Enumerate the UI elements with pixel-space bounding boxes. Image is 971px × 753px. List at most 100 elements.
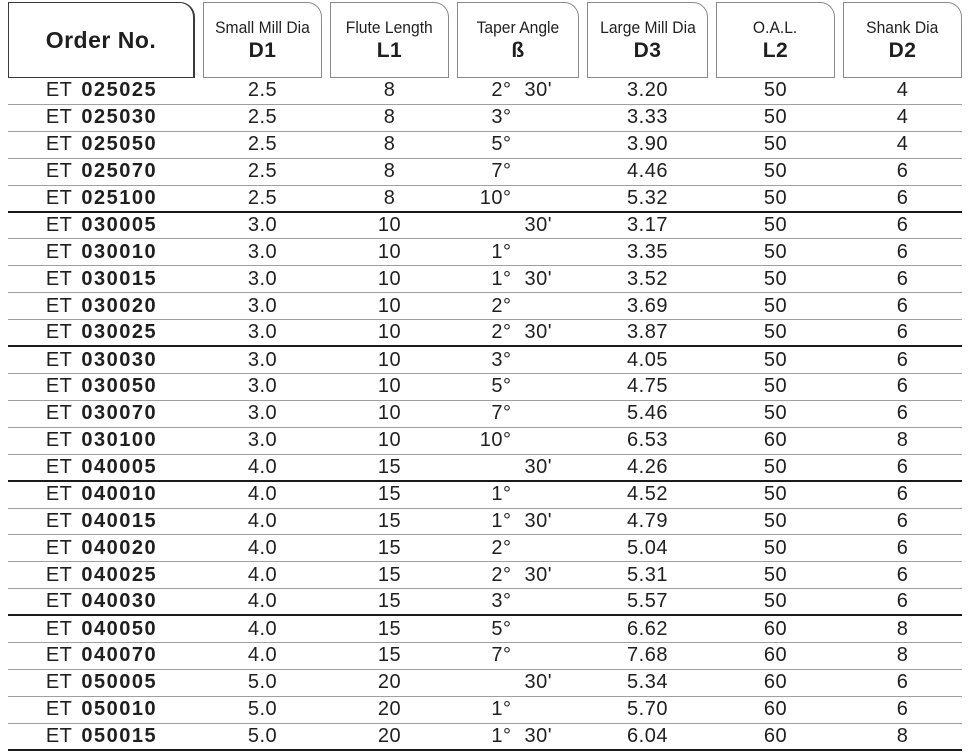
angle-cell: 1° 30' bbox=[457, 268, 579, 291]
angle-minutes bbox=[525, 644, 567, 667]
l1-cell: 10 bbox=[377, 213, 402, 236]
d3-cell: 5.57 bbox=[627, 590, 668, 613]
table-row: ET 030015 3.0 10 1° 30' 3.52 50 6 bbox=[8, 266, 962, 294]
l2-cell: 50 bbox=[763, 509, 788, 532]
header-d1-symbol: D1 bbox=[248, 38, 277, 62]
table-row: ET 040010 4.0 15 1° 4.52 50 6 bbox=[8, 482, 962, 509]
header-d3-symbol: D3 bbox=[633, 38, 662, 62]
l2-cell: 50 bbox=[763, 563, 788, 586]
l2-cell: 60 bbox=[763, 429, 788, 452]
d3-cell: 4.79 bbox=[627, 509, 668, 532]
angle-cell: 3° bbox=[457, 590, 579, 613]
table-row: ET 050010 5.0 20 1° 5.70 60 6 bbox=[8, 697, 962, 724]
header-d2-symbol: D2 bbox=[888, 38, 917, 62]
l1-cell: 15 bbox=[377, 617, 402, 640]
d3-cell: 3.52 bbox=[627, 267, 668, 290]
order-cell: ET 030100 bbox=[8, 429, 195, 452]
l1-cell: 10 bbox=[377, 402, 402, 425]
order-prefix: ET bbox=[45, 509, 73, 532]
d1-cell: 3.0 bbox=[247, 240, 278, 263]
d2-cell: 6 bbox=[896, 321, 909, 344]
angle-minutes: 30' bbox=[524, 267, 553, 290]
l2-cell: 50 bbox=[763, 483, 788, 506]
header-l1-symbol: L1 bbox=[376, 38, 403, 62]
d1-cell: 4.0 bbox=[247, 563, 278, 586]
table-row: ET 025025 2.5 8 2° 30' 3.20 50 4 bbox=[8, 78, 962, 105]
angle-cell: 5° bbox=[457, 375, 579, 398]
order-number: 030025 bbox=[81, 321, 158, 344]
order-cell: ET 040010 bbox=[8, 483, 195, 506]
angle-minutes bbox=[525, 402, 567, 425]
order-prefix: ET bbox=[45, 483, 73, 506]
d1-cell: 5.0 bbox=[247, 671, 278, 694]
angle-cell: 1° bbox=[457, 483, 579, 506]
angle-degrees: 1° bbox=[491, 483, 512, 506]
d2-cell: 6 bbox=[896, 213, 909, 236]
angle-degrees: 1° bbox=[491, 724, 512, 747]
d3-cell: 6.62 bbox=[627, 617, 668, 640]
order-number: 030050 bbox=[81, 375, 158, 398]
d2-cell: 6 bbox=[896, 590, 909, 613]
d2-cell: 6 bbox=[896, 698, 909, 721]
d2-cell: 6 bbox=[896, 671, 909, 694]
angle-degrees: 2° bbox=[491, 79, 512, 102]
d3-cell: 5.34 bbox=[627, 671, 668, 694]
d1-cell: 3.0 bbox=[247, 213, 278, 236]
l1-cell: 15 bbox=[377, 644, 402, 667]
l1-cell: 8 bbox=[383, 186, 396, 209]
angle-degrees bbox=[470, 671, 512, 694]
l2-cell: 50 bbox=[763, 375, 788, 398]
d1-cell: 2.5 bbox=[247, 186, 278, 209]
d3-cell: 6.04 bbox=[627, 724, 668, 747]
d3-cell: 3.87 bbox=[627, 321, 668, 344]
angle-cell: 2° 30' bbox=[457, 564, 579, 587]
l1-cell: 10 bbox=[377, 348, 402, 371]
order-cell: ET 025070 bbox=[8, 160, 195, 183]
table-header: Order No. Small Mill Dia D1 Flute Length… bbox=[8, 2, 971, 78]
angle-minutes: 30' bbox=[524, 79, 553, 102]
angle-cell: 7° bbox=[457, 644, 579, 667]
order-cell: ET 040070 bbox=[8, 644, 195, 667]
order-cell: ET 040015 bbox=[8, 510, 195, 533]
angle-degrees: 1° bbox=[491, 698, 512, 721]
angle-cell: 2° bbox=[457, 295, 579, 318]
table-row: ET 030100 3.0 10 10° 6.53 60 8 bbox=[8, 428, 962, 455]
angle-minutes: 30' bbox=[524, 509, 553, 532]
angle-minutes bbox=[525, 429, 567, 452]
header-flute-length: Flute Length L1 bbox=[330, 2, 449, 78]
header-order-no: Order No. bbox=[8, 2, 195, 78]
angle-degrees: 3° bbox=[491, 590, 512, 613]
d1-cell: 4.0 bbox=[247, 644, 278, 667]
angle-minutes: 30' bbox=[524, 671, 553, 694]
order-number: 030100 bbox=[81, 429, 158, 452]
angle-degrees: 7° bbox=[491, 402, 512, 425]
l2-cell: 50 bbox=[763, 536, 788, 559]
d1-cell: 5.0 bbox=[247, 724, 278, 747]
angle-cell: 1° 30' bbox=[457, 725, 579, 748]
angle-minutes bbox=[525, 349, 567, 372]
l1-cell: 10 bbox=[377, 429, 402, 452]
header-large-mill-dia: Large Mill Dia D3 bbox=[587, 2, 708, 78]
l1-cell: 10 bbox=[377, 240, 402, 263]
angle-degrees: 3° bbox=[491, 106, 512, 129]
table-row: ET 040030 4.0 15 3° 5.57 50 6 bbox=[8, 589, 962, 617]
angle-degrees: 2° bbox=[491, 294, 512, 317]
d1-cell: 3.0 bbox=[247, 267, 278, 290]
d3-cell: 3.17 bbox=[627, 213, 668, 236]
table-row: ET 040015 4.0 15 1° 30' 4.79 50 6 bbox=[8, 509, 962, 536]
order-number: 040025 bbox=[81, 563, 158, 586]
d3-cell: 7.68 bbox=[627, 644, 668, 667]
d2-cell: 6 bbox=[896, 509, 909, 532]
d1-cell: 5.0 bbox=[247, 698, 278, 721]
order-number: 030015 bbox=[81, 267, 158, 290]
order-number: 030070 bbox=[81, 402, 158, 425]
angle-minutes bbox=[525, 698, 567, 721]
angle-minutes bbox=[525, 537, 567, 560]
d3-cell: 4.46 bbox=[627, 160, 668, 183]
header-oal: O.A.L. L2 bbox=[716, 2, 835, 78]
d1-cell: 2.5 bbox=[247, 160, 278, 183]
d2-cell: 6 bbox=[896, 402, 909, 425]
angle-degrees bbox=[470, 456, 512, 479]
angle-degrees: 5° bbox=[491, 375, 512, 398]
